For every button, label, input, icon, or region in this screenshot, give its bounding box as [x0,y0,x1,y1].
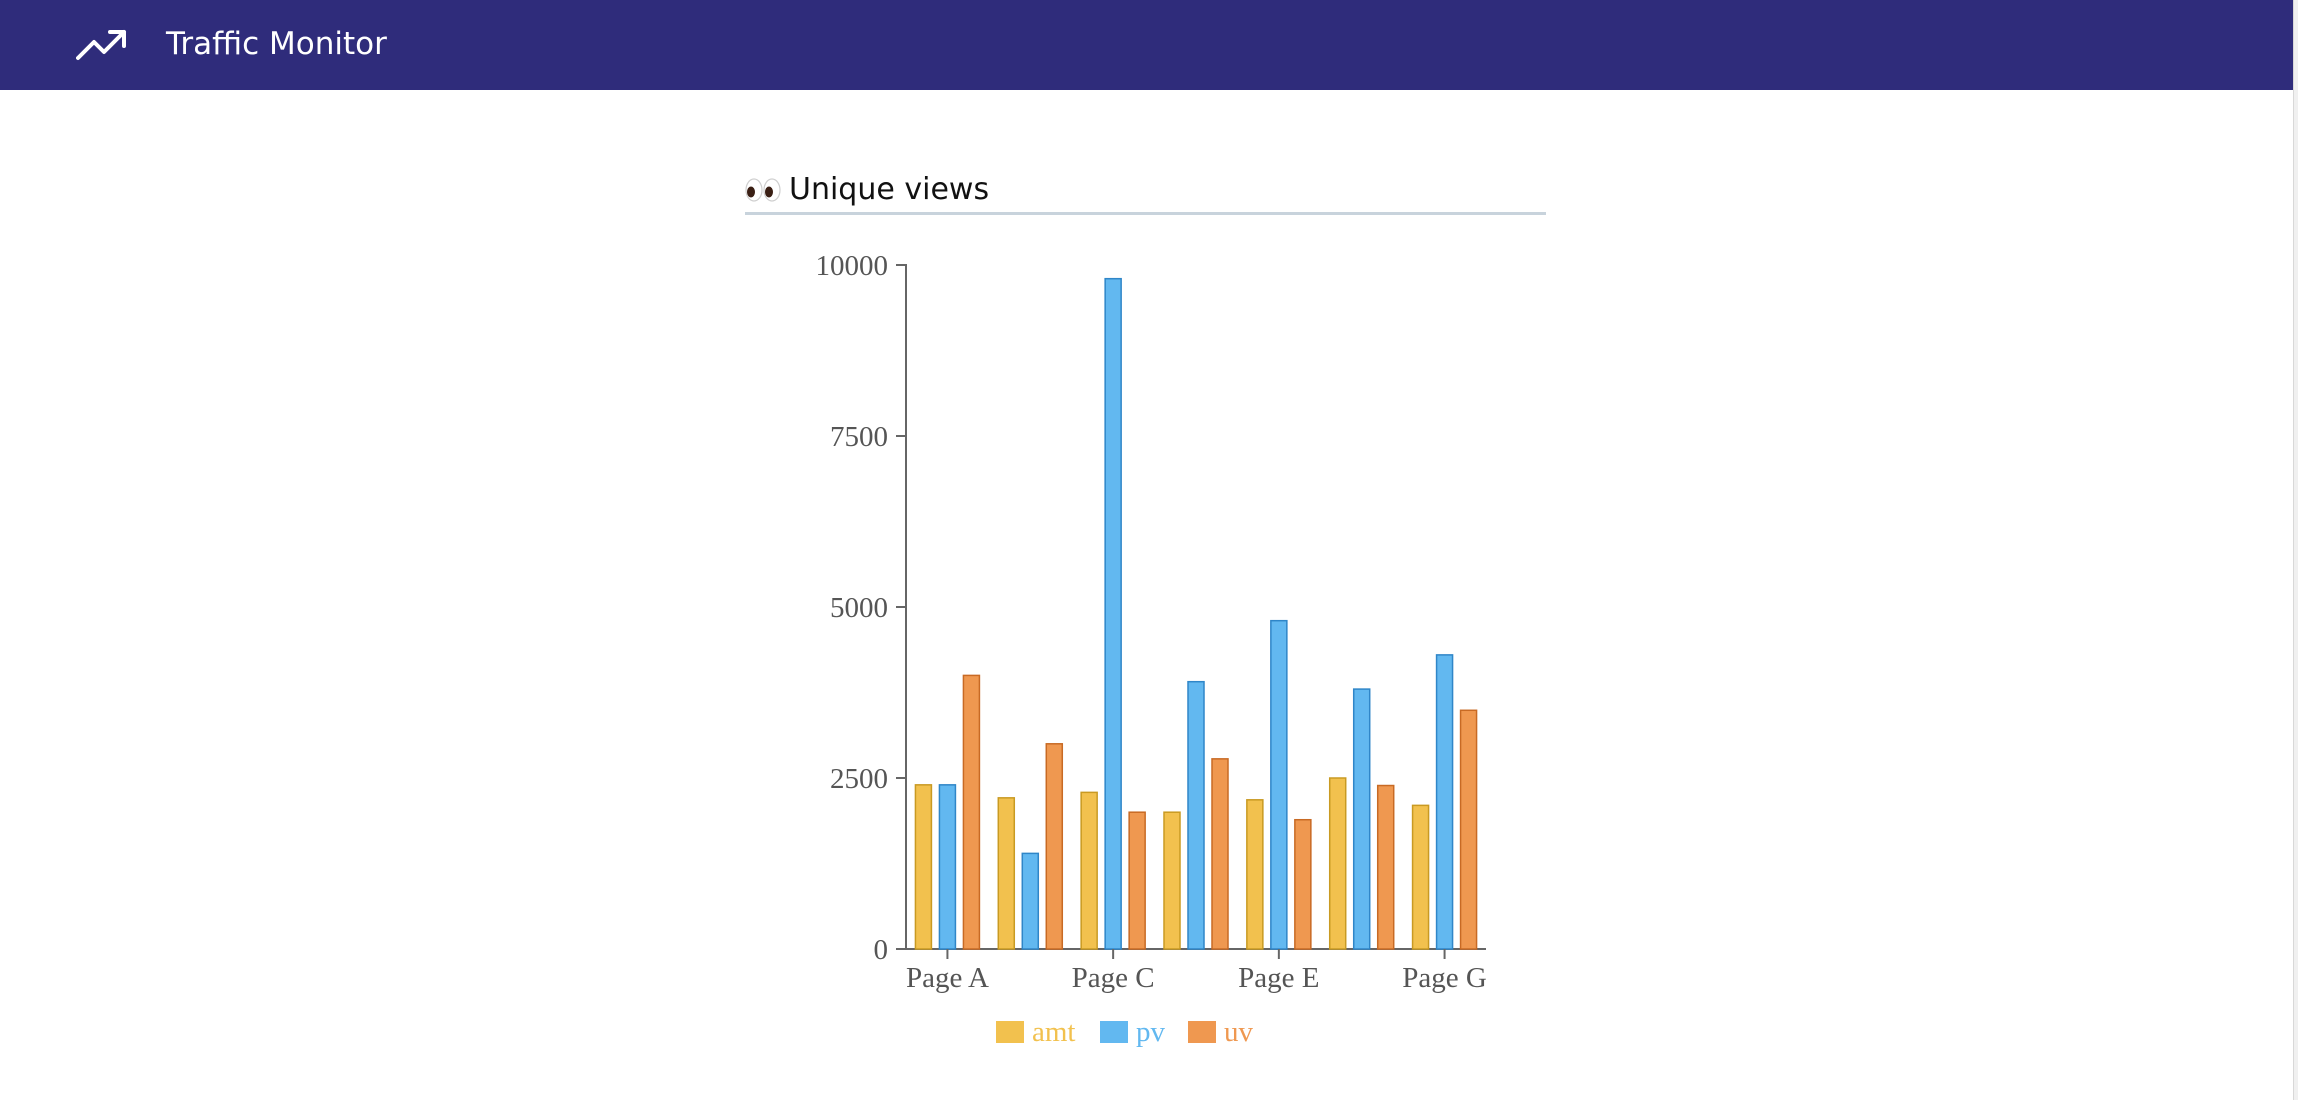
legend-label-uv[interactable]: uv [1224,1016,1254,1048]
bar-amt[interactable] [1328,777,1347,950]
bar-amt[interactable] [1246,799,1264,950]
legend-swatch-uv[interactable] [1188,1021,1216,1043]
legend-label-pv[interactable]: pv [1136,1016,1166,1048]
bar-pv[interactable] [938,784,957,950]
bar-amt[interactable] [1411,804,1430,950]
y-tick-label: 7500 [830,421,888,453]
bar-uv[interactable] [1459,709,1478,950]
y-tick-label: 2500 [830,763,888,795]
bar-amt[interactable] [997,797,1016,950]
bar-amt[interactable] [1080,791,1098,950]
y-tick-label: 10000 [816,250,889,282]
bar-amt[interactable] [914,784,933,950]
panel-title-text: Unique views [789,172,990,207]
bar-pv[interactable] [1187,680,1205,950]
y-tick-label: 5000 [830,592,888,624]
y-tick-label: 0 [874,934,889,966]
eyes-icon [745,177,781,202]
x-tick-label: Page E [1238,962,1319,994]
bar-uv[interactable] [1128,811,1146,950]
app-bar: Traffic Monitor [0,0,2293,90]
page-scrollbar[interactable] [2293,0,2298,1100]
x-tick-label: Page C [1072,962,1155,994]
bar-uv[interactable] [1211,758,1229,950]
legend-swatch-amt[interactable] [996,1021,1024,1043]
x-tick-label: Page A [906,962,989,994]
bar-uv[interactable] [962,674,981,950]
bar-uv[interactable] [1045,743,1064,950]
bar-uv[interactable] [1376,784,1395,950]
bar-pv[interactable] [1021,852,1040,950]
panel-divider [745,212,1546,215]
unique-views-chart: 0 2500 5000 7500 10000 Page A Page C Page E Page… [816,250,1487,1048]
bar-pv[interactable] [1270,619,1288,950]
trending-up-icon[interactable] [76,28,128,62]
legend-label-amt[interactable]: amt [1032,1016,1076,1048]
bar-uv[interactable] [1294,818,1312,950]
bar-pv[interactable] [1352,688,1371,950]
bar-amt[interactable] [1163,811,1181,950]
app-title: Traffic Monitor [166,26,387,62]
panel-title: Unique views [745,172,989,207]
bar-pv[interactable] [1104,277,1122,950]
bar-pv[interactable] [1435,654,1454,950]
legend-swatch-pv[interactable] [1100,1021,1128,1043]
x-tick-label: Page G [1402,962,1487,994]
